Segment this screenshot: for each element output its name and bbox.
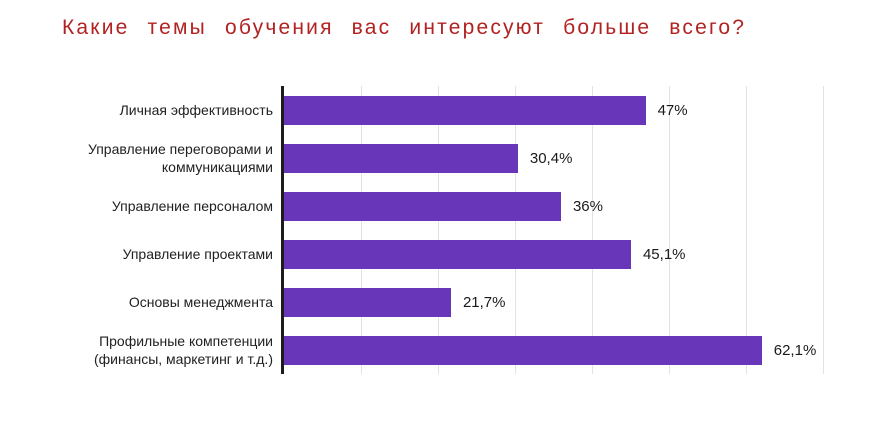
bar-row: 30,4% xyxy=(284,134,861,182)
value-label: 62,1% xyxy=(773,341,817,359)
gridline xyxy=(745,86,747,374)
category-label: Управление персоналом xyxy=(111,198,273,214)
value-label: 30,4% xyxy=(529,149,573,167)
value-label: 36% xyxy=(572,197,603,215)
bar-row: 21,7% xyxy=(284,278,861,326)
gridline xyxy=(514,86,516,374)
category-label-cell: Личная эффективность xyxy=(0,86,281,134)
bar xyxy=(284,95,646,125)
category-label-cell: Управление переговорами и коммуникациями xyxy=(0,134,281,182)
category-label: Личная эффективность xyxy=(119,102,273,118)
bar xyxy=(284,143,518,173)
gridline xyxy=(822,86,824,374)
bar-row: 62,1% xyxy=(284,326,861,374)
category-label-cell: Управление проектами xyxy=(0,230,281,278)
bar-row: 45,1% xyxy=(284,230,861,278)
gridline xyxy=(591,86,593,374)
category-label-cell: Управление персоналом xyxy=(0,182,281,230)
plot-area: 47% 30,4% 36% 45,1% 21,7% 62,1% xyxy=(281,86,861,374)
gridline xyxy=(360,86,362,374)
gridline xyxy=(437,86,439,374)
bar xyxy=(284,191,561,221)
bar-row: 47% xyxy=(284,86,861,134)
bar xyxy=(284,335,762,365)
category-label: Профильные компетенции (финансы, маркетин… xyxy=(93,333,273,367)
bar-chart: Личная эффективность Управление переговор… xyxy=(0,86,861,374)
value-label: 21,7% xyxy=(462,293,506,311)
value-label: 47% xyxy=(657,101,688,119)
bar xyxy=(284,287,451,317)
value-label: 45,1% xyxy=(642,245,686,263)
category-label-cell: Профильные компетенции (финансы, маркетин… xyxy=(0,326,281,374)
category-label: Основы менеджмента xyxy=(128,294,273,310)
bar-row: 36% xyxy=(284,182,861,230)
category-label: Управление переговорами и коммуникациями xyxy=(87,141,273,175)
category-label-cell: Основы менеджмента xyxy=(0,278,281,326)
category-label: Управление проектами xyxy=(122,246,273,262)
gridline xyxy=(668,86,670,374)
category-labels: Личная эффективность Управление переговор… xyxy=(0,86,281,374)
bar xyxy=(284,239,631,269)
chart-title: Какие темы обучения вас интересуют больш… xyxy=(62,16,747,39)
